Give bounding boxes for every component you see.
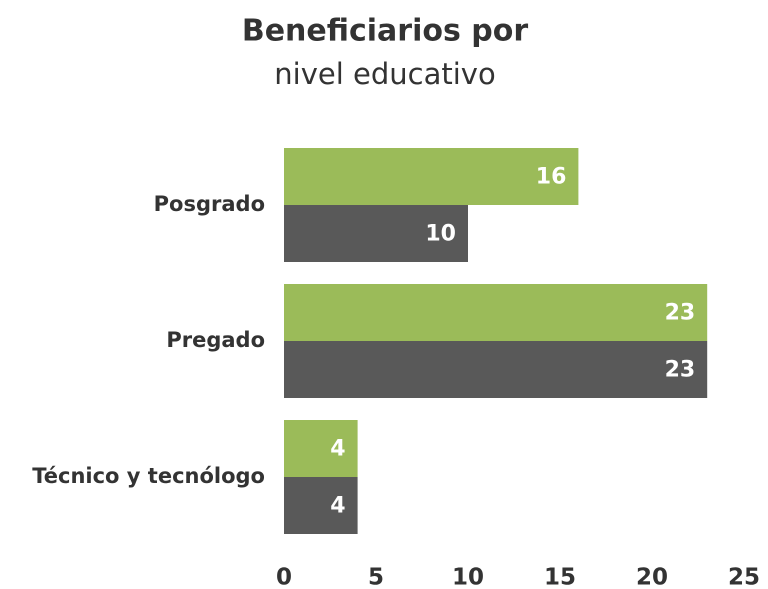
y-tick-label: Posgrado — [154, 192, 265, 216]
bar — [284, 341, 708, 398]
x-tick-label: 25 — [728, 565, 760, 589]
bar — [284, 420, 358, 477]
data-label: 16 — [536, 165, 567, 190]
data-label: 4 — [330, 494, 345, 519]
chart-title: Beneficiarios por — [242, 14, 529, 49]
data-label: 23 — [665, 358, 696, 383]
data-label: 10 — [425, 222, 456, 247]
chart-subtitle: nivel educativo — [274, 57, 495, 91]
x-tick-label: 10 — [452, 565, 484, 589]
y-tick-label: Técnico y tecnólogo — [32, 464, 265, 488]
x-tick-label: 5 — [368, 565, 384, 589]
x-tick-label: 20 — [636, 565, 668, 589]
bar — [284, 284, 708, 341]
bar — [284, 205, 468, 262]
bar — [284, 148, 579, 205]
x-tick-label: 15 — [544, 565, 576, 589]
data-label: 23 — [665, 301, 696, 326]
x-tick-label: 0 — [276, 565, 292, 589]
data-label: 4 — [330, 437, 345, 462]
bar — [284, 477, 358, 534]
y-tick-label: Pregado — [166, 328, 265, 352]
